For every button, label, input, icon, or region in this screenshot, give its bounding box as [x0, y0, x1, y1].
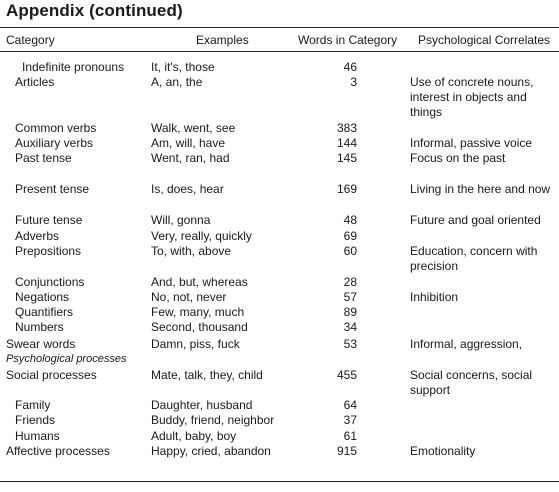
- examples-cell: Am, will, have: [151, 136, 226, 150]
- words-cell: 37: [343, 413, 357, 427]
- section-heading: Psychological processes: [6, 353, 127, 365]
- words-cell: 455: [336, 368, 357, 382]
- table-title: Appendix (continued): [6, 1, 183, 20]
- category-cell: Present tense: [15, 182, 90, 196]
- category-cell: Social processes: [6, 368, 97, 382]
- category-cell: Family: [15, 398, 51, 412]
- psych-cell: Social concerns, social support: [410, 368, 533, 397]
- header-psych: Psychological Correlates: [418, 33, 551, 47]
- table-row: Auxiliary verbs Am, will, have 144 Infor…: [0, 136, 559, 151]
- table-row: Negations No, not, never 57 Inhibition: [0, 290, 559, 305]
- table-row: Present tense Is, does, hear 169 Living …: [0, 182, 559, 197]
- table-row: Adverbs Very, really, quickly 69: [0, 229, 559, 244]
- examples-cell: A, an, the: [151, 75, 203, 89]
- header-words: Words in Category: [298, 33, 398, 47]
- category-cell: Friends: [15, 413, 56, 427]
- words-cell: 53: [343, 337, 357, 351]
- examples-cell: Daughter, husband: [151, 398, 253, 412]
- examples-cell: Buddy, friend, neighbor: [151, 413, 275, 427]
- table-row: Articles A, an, the 3 Use of concrete no…: [0, 75, 559, 119]
- words-cell: 28: [343, 275, 357, 289]
- table-row: Family Daughter, husband 64: [0, 398, 559, 413]
- examples-cell: And, but, whereas: [151, 275, 248, 289]
- psych-cell: Focus on the past: [410, 151, 506, 165]
- table-row: Friends Buddy, friend, neighbor 37: [0, 413, 559, 428]
- category-cell: Quantifiers: [15, 305, 74, 319]
- psych-cell: Informal, passive voice: [410, 136, 533, 150]
- words-cell: 48: [343, 213, 357, 227]
- words-cell: 89: [343, 305, 357, 319]
- psych-cell: Living in the here and now: [410, 182, 551, 196]
- category-cell: Adverbs: [15, 229, 60, 243]
- examples-cell: Damn, piss, fuck: [151, 337, 240, 351]
- examples-cell: No, not, never: [151, 290, 227, 304]
- examples-cell: Went, ran, had: [151, 151, 230, 165]
- examples-cell: Happy, cried, abandon: [151, 444, 271, 458]
- category-cell: Past tense: [15, 151, 72, 165]
- category-cell: Affective processes: [6, 444, 110, 458]
- examples-cell: Is, does, hear: [151, 182, 224, 196]
- words-cell: 3: [350, 75, 357, 89]
- category-cell: Auxiliary verbs: [15, 136, 94, 150]
- category-cell: Swear words: [6, 337, 76, 351]
- words-cell: 60: [343, 244, 357, 258]
- table-row: Social processes Mate, talk, they, child…: [0, 368, 559, 397]
- examples-cell: Very, really, quickly: [151, 229, 252, 243]
- words-cell: 57: [343, 290, 357, 304]
- top-rule: [0, 27, 559, 28]
- words-cell: 61: [343, 429, 357, 443]
- table-row: Past tense Went, ran, had 145 Focus on t…: [0, 151, 559, 166]
- category-cell: Prepositions: [15, 244, 82, 258]
- examples-cell: To, with, above: [151, 244, 232, 258]
- psych-cell: Inhibition: [410, 290, 459, 304]
- table-row: Quantifiers Few, many, much 89: [0, 305, 559, 320]
- examples-cell: Adult, baby, boy: [151, 429, 237, 443]
- examples-cell: Will, gonna: [151, 213, 211, 227]
- category-cell: Humans: [15, 429, 60, 443]
- table-row: Prepositions To, with, above 60 Educatio…: [0, 244, 559, 273]
- category-cell: Numbers: [15, 320, 64, 334]
- words-cell: 144: [336, 136, 357, 150]
- header-category: Category: [6, 33, 55, 47]
- table-row: Common verbs Walk, went, see 383: [0, 121, 559, 136]
- examples-cell: Second, thousand: [151, 320, 248, 334]
- category-cell: Common verbs: [15, 121, 97, 135]
- examples-cell: It, it's, those: [151, 60, 215, 74]
- words-cell: 383: [336, 121, 357, 135]
- table-row: Affective processes Happy, cried, abando…: [0, 444, 559, 459]
- category-cell: Future tense: [15, 213, 83, 227]
- bottom-rule: [0, 481, 559, 482]
- header-rule: [0, 51, 559, 52]
- words-cell: 915: [336, 444, 357, 458]
- category-cell: Negations: [15, 290, 70, 304]
- psych-cell: Use of concrete nouns, interest in objec…: [410, 75, 534, 119]
- words-cell: 64: [343, 398, 357, 412]
- psych-cell: Emotionality: [410, 444, 476, 458]
- category-cell: Conjunctions: [15, 275, 85, 289]
- category-cell: Indefinite pronouns: [22, 60, 125, 74]
- psych-cell: Education, concern with precision: [410, 244, 538, 273]
- table-row: Numbers Second, thousand 34: [0, 320, 559, 335]
- category-cell: Articles: [15, 75, 55, 89]
- psych-cell: Informal, aggression,: [410, 337, 523, 351]
- section-row: Psychological processes: [0, 352, 559, 367]
- examples-cell: Few, many, much: [151, 305, 245, 319]
- table-row: Conjunctions And, but, whereas 28: [0, 275, 559, 290]
- words-cell: 69: [343, 229, 357, 243]
- words-cell: 169: [336, 182, 357, 196]
- words-cell: 34: [343, 320, 357, 334]
- table-row: Future tense Will, gonna 48 Future and g…: [0, 213, 559, 228]
- table-row: Indefinite pronouns It, it's, those 46: [0, 60, 559, 75]
- words-cell: 46: [343, 60, 357, 74]
- table-row: Humans Adult, baby, boy 61: [0, 429, 559, 444]
- header-examples: Examples: [196, 33, 249, 47]
- words-cell: 145: [336, 151, 357, 165]
- table-row: Swear words Damn, piss, fuck 53 Informal…: [0, 337, 559, 352]
- examples-cell: Walk, went, see: [151, 121, 236, 135]
- examples-cell: Mate, talk, they, child: [151, 368, 263, 382]
- psych-cell: Future and goal oriented: [410, 213, 541, 227]
